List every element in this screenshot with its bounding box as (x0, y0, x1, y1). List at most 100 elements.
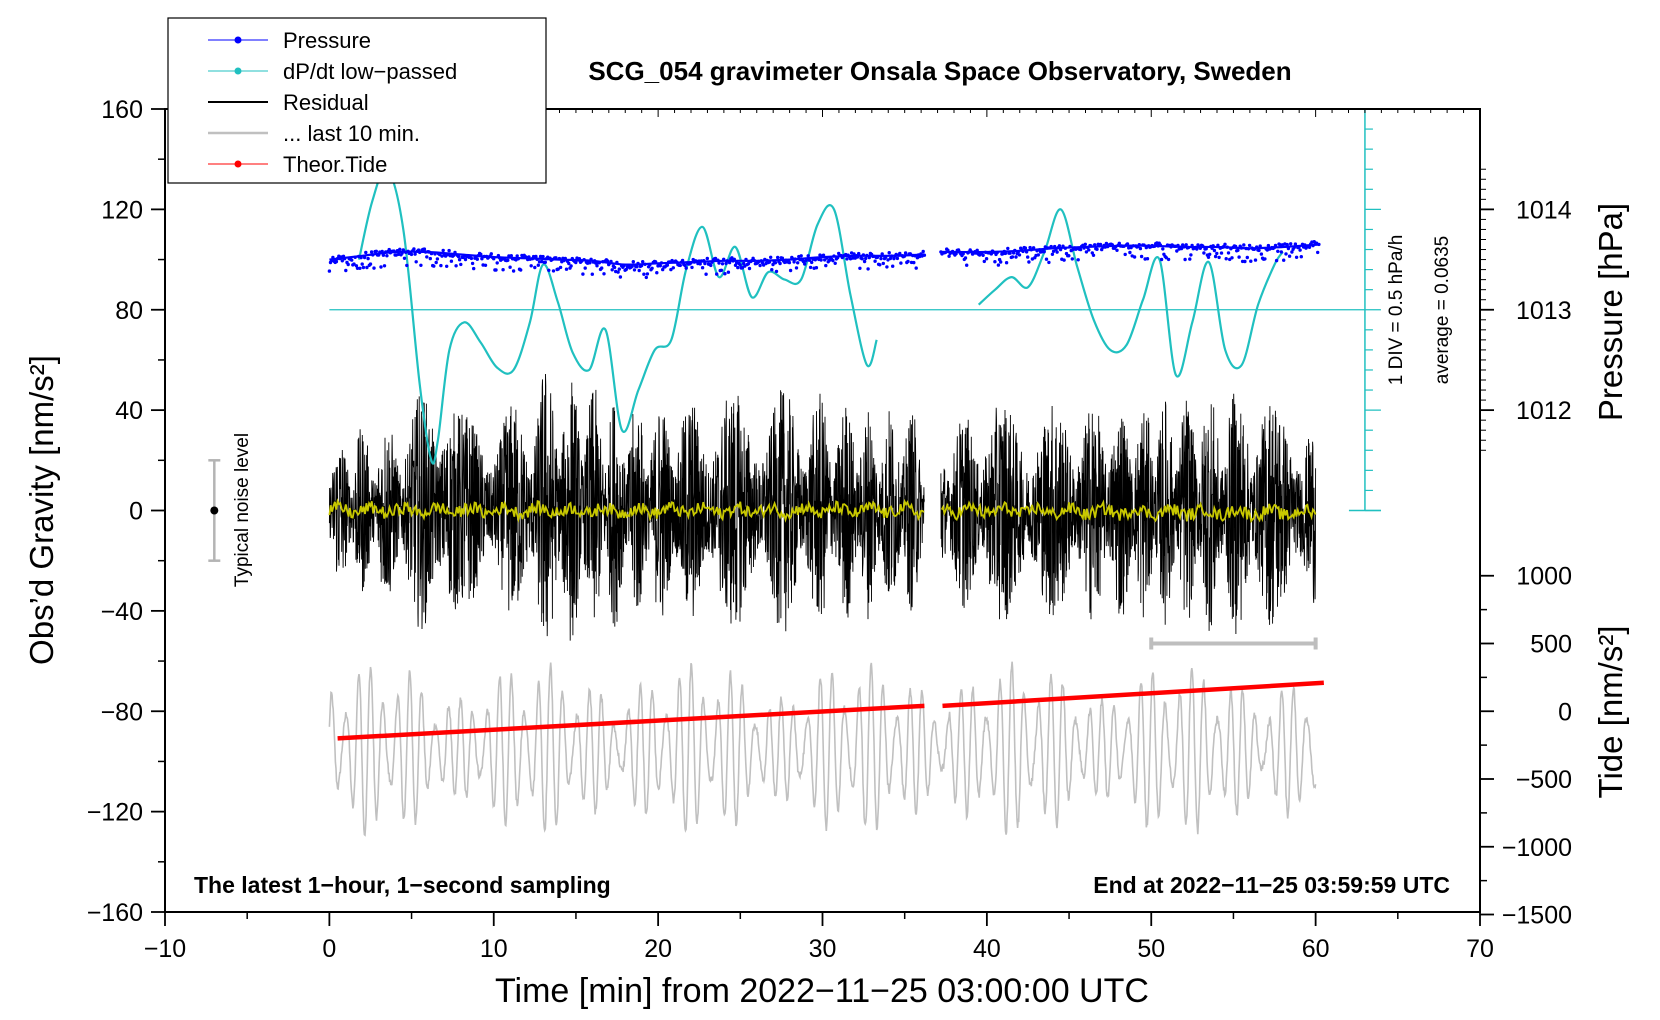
pressure-point (381, 250, 384, 253)
pressure-point (362, 266, 365, 269)
pressure-point (769, 256, 772, 259)
pressure-point (701, 266, 704, 269)
pressure-point (619, 275, 622, 278)
pressure-point (403, 257, 406, 260)
x-tick-label: 10 (480, 935, 508, 963)
axes-layer: −10 0 10 20 30 40 50 60 7016012080400−40−80−120−… (87, 96, 1572, 963)
pressure-point (896, 257, 899, 260)
legend-label-tide: Theor.Tide (283, 152, 387, 177)
pressure-point (436, 257, 439, 260)
x-axis-label: Time [min] from 2022−11−25 03:00:00 UTC (495, 972, 1149, 1010)
pressure-point (370, 250, 373, 253)
pressure-point (1300, 255, 1303, 258)
pressure-point (722, 258, 725, 261)
pressure-point (643, 263, 646, 266)
pressure-point (1255, 245, 1258, 248)
pressure-point (439, 264, 442, 267)
pressure-point (964, 256, 967, 259)
pressure-point (1055, 250, 1058, 253)
pressure-point (569, 264, 572, 267)
y-axis-label-pressure: Pressure [hPa] (1592, 203, 1629, 421)
y-tick-label-left: −160 (87, 899, 143, 927)
pressure-point (1004, 252, 1007, 255)
pressure-point (611, 268, 614, 271)
tide-tick-label: −1500 (1502, 902, 1572, 930)
pressure-point (655, 271, 658, 274)
pressure-point (1223, 243, 1226, 246)
pressure-point (824, 264, 827, 267)
pressure-point (1276, 250, 1279, 253)
pressure-point (591, 273, 594, 276)
pressure-point (650, 267, 653, 270)
pressure-point (648, 263, 651, 266)
pressure-point (888, 251, 891, 254)
pressure-point (868, 256, 871, 259)
pressure-point (1115, 249, 1118, 252)
pressure-point (476, 258, 479, 261)
pressure-point (1140, 255, 1143, 258)
pressure-point (879, 257, 882, 260)
pressure-point (1227, 251, 1230, 254)
x-tick-label: 40 (973, 935, 1001, 963)
pressure-point (506, 259, 509, 262)
pressure-point (501, 268, 504, 271)
y-tick-label-left: −120 (87, 799, 143, 827)
last10-series-line (329, 662, 1315, 835)
pressure-point (1308, 246, 1311, 249)
pressure-point (1317, 243, 1320, 246)
pressure-point (470, 257, 473, 260)
pressure-point (720, 269, 723, 272)
pressure-point (1189, 253, 1192, 256)
pressure-point (912, 261, 915, 264)
pressure-point (789, 269, 792, 272)
x-tick-label: 70 (1466, 935, 1494, 963)
pressure-point (983, 260, 986, 263)
pressure-point (1161, 247, 1164, 250)
pressure-point (1087, 248, 1090, 251)
pressure-point (559, 266, 562, 269)
pressure-point (375, 250, 378, 253)
pressure-point (1207, 256, 1210, 259)
pressure-point (1008, 252, 1011, 255)
pressure-point (1047, 261, 1050, 264)
pressure-point (807, 254, 810, 257)
pressure-point (899, 261, 902, 264)
pressure-point (1037, 253, 1040, 256)
pressure-point (1126, 242, 1129, 245)
pressure-point (640, 264, 643, 267)
pressure-point (492, 257, 495, 260)
pressure-point (372, 266, 375, 269)
pressure-point (1289, 242, 1292, 245)
pressure-point (1011, 255, 1014, 258)
pressure-point (344, 269, 347, 272)
pressure-point (535, 258, 538, 261)
pressure-point (660, 261, 663, 264)
pressure-point (858, 267, 861, 270)
y-tick-label-left: 120 (101, 196, 143, 224)
pressure-point (1287, 247, 1290, 250)
pressure-point (857, 252, 860, 255)
pressure-point (405, 264, 408, 267)
pressure-point (364, 251, 367, 254)
pressure-point (1025, 250, 1028, 253)
legend-label-dpdt: dP/dt low−passed (283, 59, 457, 84)
pressure-point (641, 260, 644, 263)
pressure-point (377, 253, 380, 256)
pressure-point (717, 261, 720, 264)
pressure-point (433, 252, 436, 255)
tide-tick-label: 1000 (1516, 563, 1572, 591)
pressure-point (496, 261, 499, 264)
pressure-point (1059, 248, 1062, 251)
pressure-point (1260, 252, 1263, 255)
pressure-point (328, 269, 331, 272)
pressure-point (770, 268, 773, 271)
pressure-point (1267, 244, 1270, 247)
legend-marker-tide (235, 161, 242, 168)
pressure-point (379, 265, 382, 268)
pressure-point (733, 258, 736, 261)
pressure-point (809, 266, 812, 269)
pressure-point (464, 258, 467, 261)
pressure-point (581, 272, 584, 275)
pressure-point (699, 262, 702, 265)
pressure-point (1316, 251, 1319, 254)
